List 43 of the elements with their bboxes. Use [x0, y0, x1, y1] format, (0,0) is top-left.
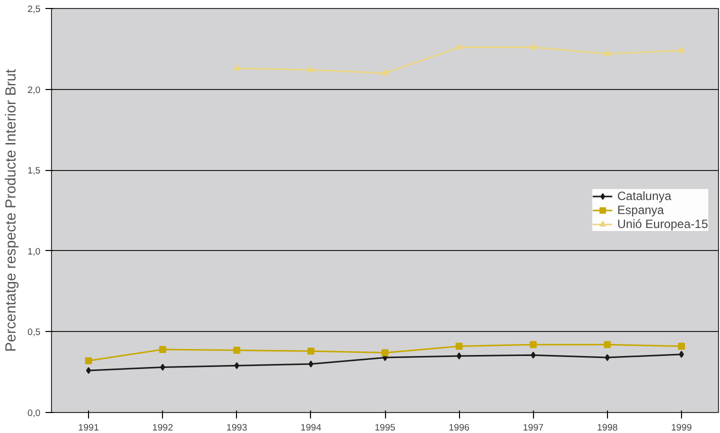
point [678, 350, 684, 358]
point [604, 341, 611, 348]
point [85, 357, 92, 364]
point [530, 43, 537, 50]
point [233, 64, 240, 71]
point [307, 348, 314, 355]
point [604, 50, 611, 56]
x-tick-label: 1994 [300, 422, 322, 432]
x-tick-label: 1998 [596, 422, 618, 432]
y-tick-label: 0,0 [28, 408, 40, 418]
point [530, 352, 536, 359]
point [382, 349, 388, 356]
point [456, 342, 463, 350]
x-tick-label: 1996 [448, 422, 470, 432]
point [678, 46, 685, 53]
y-axis-title: Percentatge respecte Producte Interior Brut [4, 69, 20, 352]
y-tick-label: 0,5 [28, 327, 40, 338]
point [604, 354, 610, 362]
y-tick-label: 1,5 [28, 166, 40, 176]
point [234, 362, 240, 370]
point [678, 342, 685, 350]
y-tick-label: 1,0 [28, 246, 40, 256]
x-tick-label: 1997 [522, 422, 544, 432]
point [308, 360, 314, 368]
y-tick-label: 2,5 [28, 4, 40, 14]
point [233, 346, 240, 354]
x-tick-label: 1993 [226, 422, 248, 432]
point [382, 69, 388, 76]
x-tick-label: 1992 [152, 422, 174, 432]
x-tick-label: 1995 [374, 422, 396, 432]
legend-label: Catalunya [617, 189, 672, 203]
x-tick-label: 1991 [78, 422, 99, 432]
point [456, 352, 462, 360]
point [456, 43, 463, 50]
point [159, 346, 166, 353]
y-tick-label: 2,0 [28, 84, 40, 95]
point [160, 364, 166, 371]
point [530, 341, 537, 348]
legend-label: Espanya [617, 203, 664, 217]
point [307, 66, 314, 72]
x-tick-label: 1999 [671, 422, 692, 432]
point [86, 366, 92, 374]
legend-label: Unió Europea-15 [617, 217, 708, 231]
